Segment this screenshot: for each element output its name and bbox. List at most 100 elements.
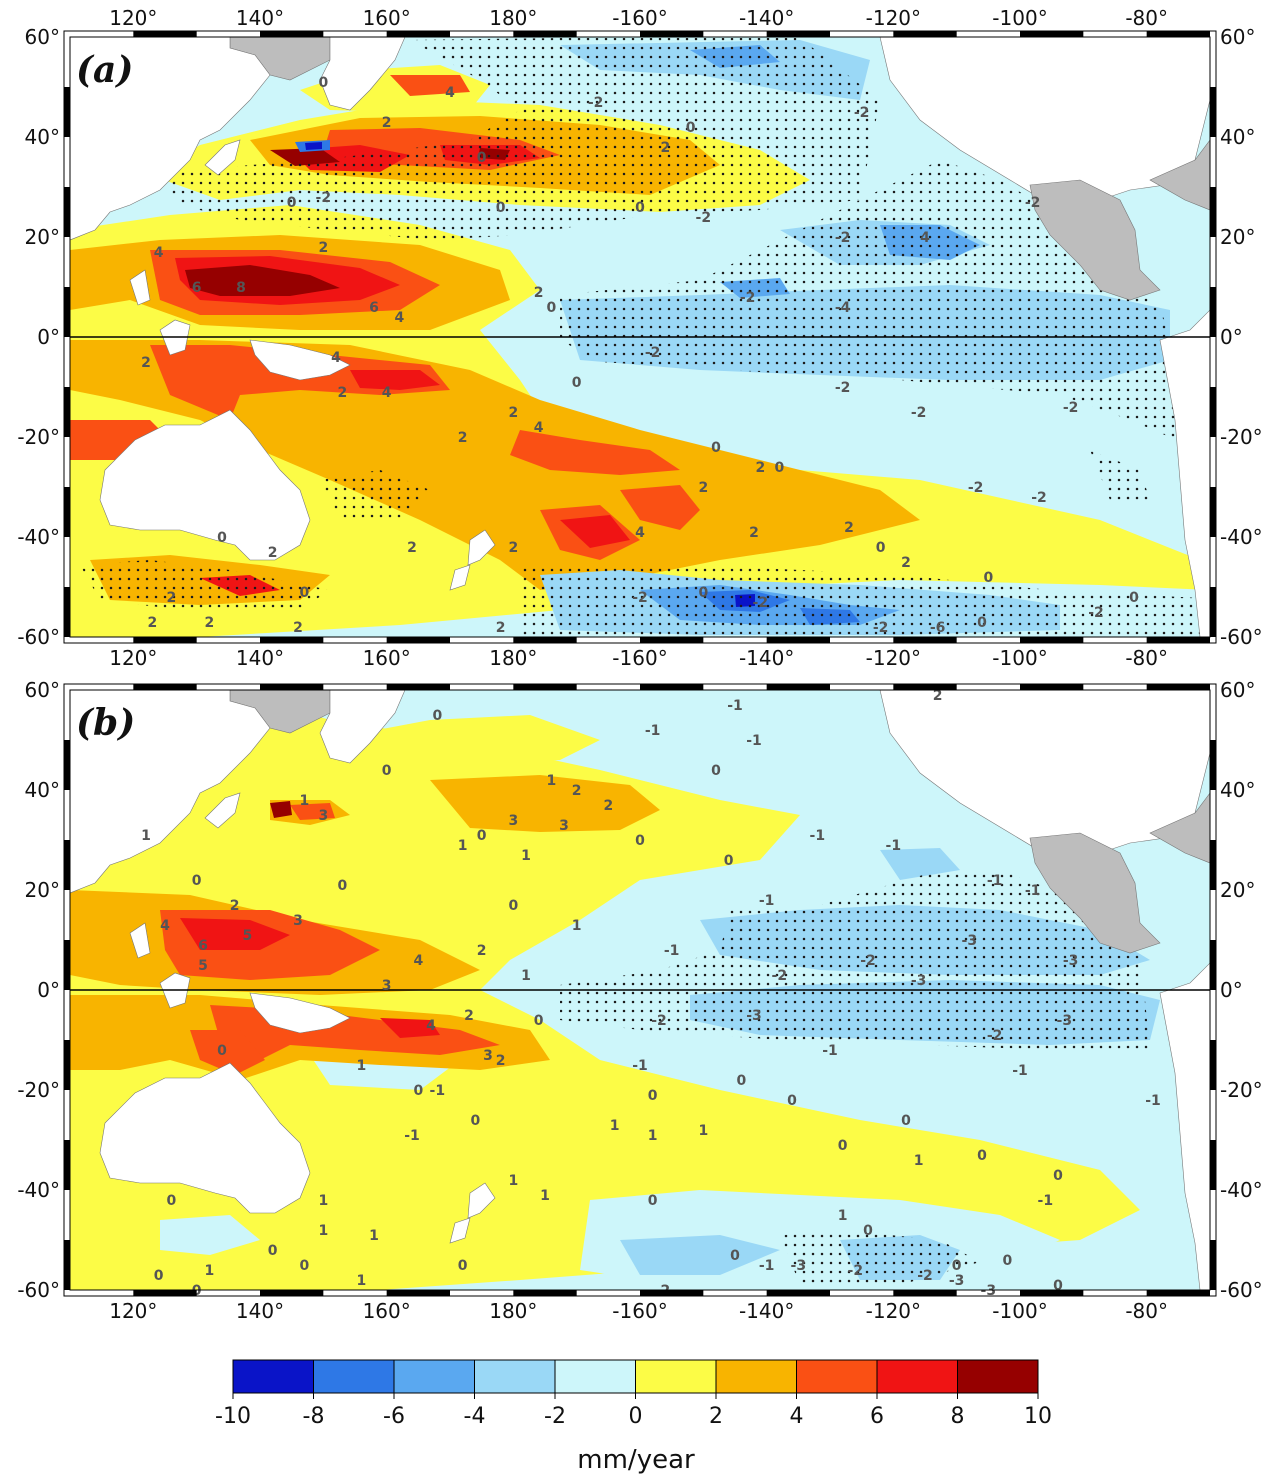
contour-label: -1: [727, 698, 743, 714]
contour-label: -6: [930, 620, 946, 636]
contour-label: 4: [635, 525, 645, 541]
lon-tick-label-top: 160°: [363, 6, 411, 30]
contour-label: -1: [645, 723, 661, 739]
frame-segment: [1210, 487, 1216, 537]
contour-label: -3: [1057, 1013, 1073, 1029]
contour-label: -2: [740, 290, 756, 306]
contour-label: -2: [1031, 490, 1047, 506]
contour-label: 0: [192, 1283, 202, 1299]
contour-label: 3: [382, 978, 392, 994]
colorbar-box: [796, 1359, 878, 1394]
contour-label: 2: [603, 798, 613, 814]
contour-label: 2: [141, 355, 151, 371]
colorbar-box: [876, 1359, 958, 1394]
contour-label: 0: [299, 1258, 309, 1274]
lat-tick-label-left: -60°: [17, 1278, 60, 1302]
colorbar-box: [715, 1359, 797, 1394]
contour-label: 5: [242, 928, 252, 944]
colorbar-box: [313, 1359, 395, 1394]
contour-label: -1: [822, 1043, 838, 1059]
colorbar-tick-label: 6: [870, 1404, 884, 1429]
contour-label: 6: [369, 300, 379, 316]
contour-label: 0: [192, 873, 202, 889]
contour-label: 1: [204, 1263, 214, 1279]
contour-label: -2: [854, 105, 870, 121]
lon-tick-label-bottom: -120°: [866, 646, 921, 670]
frame-segment: [1210, 940, 1216, 990]
lat-tick-label-left: 60°: [25, 25, 60, 49]
contour-label: 4: [160, 918, 170, 934]
contour-label: 1: [546, 773, 556, 789]
contour-label: 0: [876, 540, 886, 556]
contour-label: 2: [698, 480, 708, 496]
lon-tick-label-bottom: -140°: [739, 646, 794, 670]
contour-label: 2: [318, 240, 328, 256]
frame-segment: [260, 637, 324, 643]
contour-label: 0: [217, 530, 227, 546]
frame-segment: [766, 637, 830, 643]
contour-label: -1: [632, 1058, 648, 1074]
contour-label: -3: [911, 973, 927, 989]
contour-label: -3: [949, 1273, 965, 1289]
frame-outline: [63, 30, 1217, 644]
contour-label: 0: [337, 878, 347, 894]
frame-segment: [133, 684, 197, 690]
frame-segment: [766, 31, 830, 37]
frame-segment: [1146, 31, 1210, 37]
contour-label: 0: [711, 763, 721, 779]
contour-label: 0: [458, 1258, 468, 1274]
contour-label: 0: [413, 1083, 423, 1099]
colorbar-boxes: [232, 1359, 1039, 1394]
contour-label: 2: [337, 385, 347, 401]
contour-label: -1: [987, 873, 1003, 889]
lon-tick-label-bottom: 140°: [236, 1299, 284, 1323]
colorbar-tick-label: -10: [215, 1404, 251, 1429]
contour-label: 0: [648, 1193, 658, 1209]
contour-label: 0: [730, 1248, 740, 1264]
lon-tick-label-top: -140°: [739, 6, 794, 30]
lat-tick-label-right: 20°: [1220, 225, 1255, 249]
contour-label: -3: [1063, 953, 1079, 969]
lat-tick-label-left: -60°: [17, 625, 60, 649]
contour-label: 0: [166, 1193, 176, 1209]
contour-label: 2: [166, 590, 176, 606]
contour-label: -1: [1145, 1093, 1161, 1109]
panel-a-axis-ticks: 120° 120° 140° 140° 160° 160° 180° 180° -160° -16…: [17, 6, 1262, 670]
contour-label: 0: [901, 1113, 911, 1129]
contour-label: 8: [236, 280, 246, 296]
colorbar-box: [474, 1359, 556, 1394]
contour-label: 0: [534, 1013, 544, 1029]
contour-label: -3: [746, 1008, 762, 1024]
contour-label: 4: [331, 350, 341, 366]
lon-tick-label-top: 140°: [236, 6, 284, 30]
contour-label: 2: [204, 615, 214, 631]
contour-label: 1: [369, 1228, 379, 1244]
contour-label: 0: [838, 1138, 848, 1154]
colorbar-box: [393, 1359, 475, 1394]
frame-segment: [513, 637, 577, 643]
colorbar-box: [957, 1359, 1039, 1394]
frame-segment: [133, 637, 197, 643]
lat-tick-label-right: 20°: [1220, 878, 1255, 902]
lat-tick-label-left: 40°: [25, 778, 60, 802]
lon-tick-label-top: 120°: [109, 6, 157, 30]
lon-tick-label-bottom: -80°: [1125, 1299, 1168, 1323]
lon-tick-label-top: 180°: [489, 6, 537, 30]
frame-segment: [513, 31, 577, 37]
colorbar-unit-label: mm/year: [577, 1445, 695, 1475]
contour-label: 4: [426, 1018, 436, 1034]
contour-label: 0: [724, 853, 734, 869]
contour-label: -1: [404, 1128, 420, 1144]
contour-label: 0: [977, 615, 987, 631]
contour-label: 1: [318, 1223, 328, 1239]
frame-segment: [640, 684, 704, 690]
frame-segment: [1210, 1040, 1216, 1090]
colorbar-tick-label: 10: [1024, 1404, 1052, 1429]
frame-segment: [513, 1290, 577, 1296]
contour-label: -2: [772, 968, 788, 984]
lon-tick-label-bottom: -80°: [1125, 646, 1168, 670]
contour-label: 2: [147, 615, 157, 631]
lat-tick-label-right: 60°: [1220, 678, 1255, 702]
